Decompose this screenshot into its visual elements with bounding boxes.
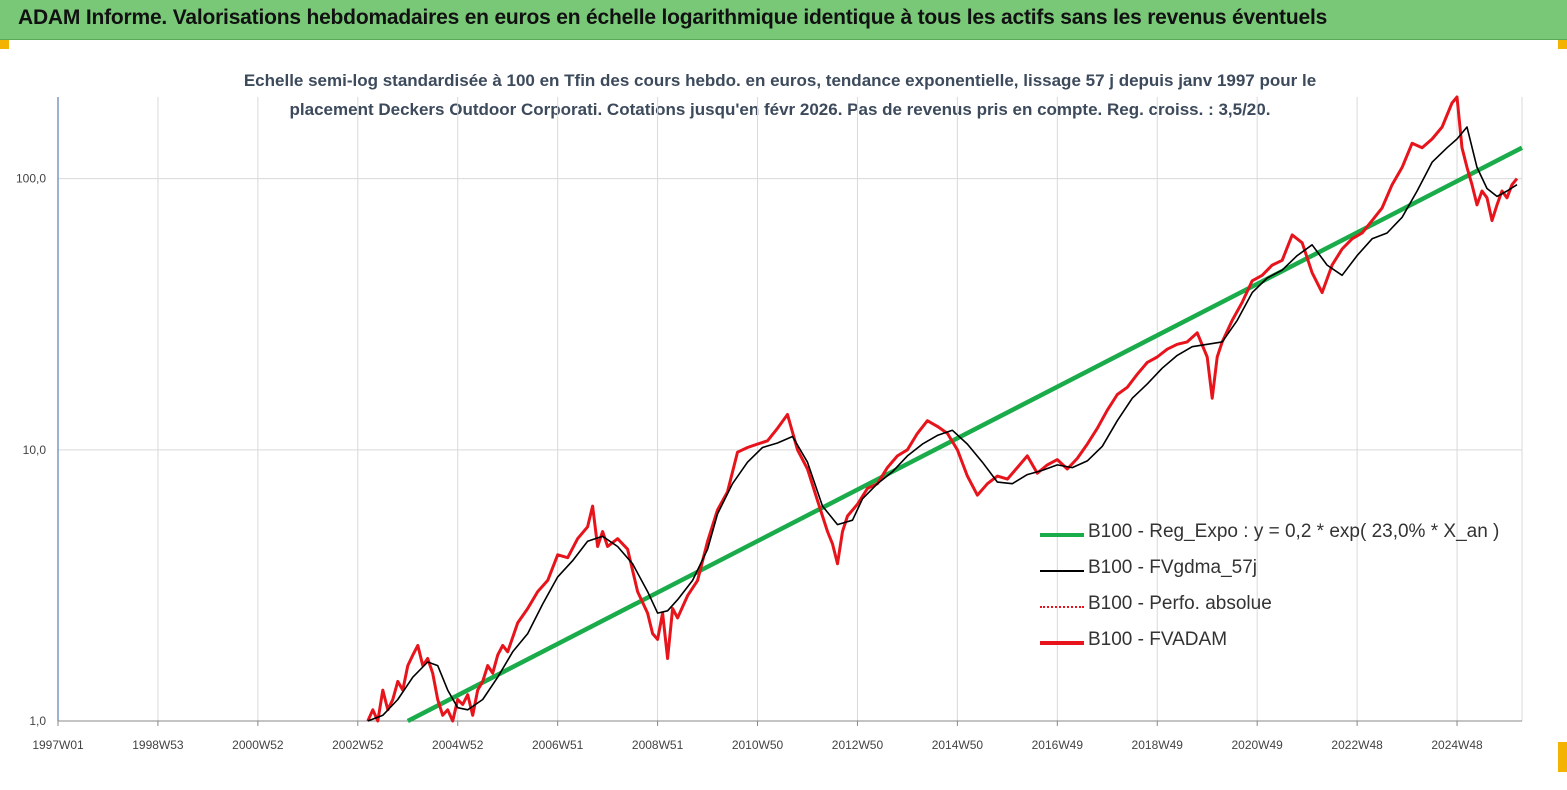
y-tick-label: 1,0 — [29, 714, 46, 728]
legend-swatch-dotted-red — [1040, 606, 1084, 608]
legend-swatch-black — [1040, 570, 1084, 572]
x-tick-label: 2018W49 — [1132, 738, 1184, 752]
subtitle-line-1: Echelle semi-log standardisée à 100 en T… — [243, 71, 1317, 90]
x-tick-label: 2016W49 — [1032, 738, 1084, 752]
legend-item-perfo: B100 - Perfo. absolue — [1040, 590, 1500, 626]
corner-marker-top-left — [0, 40, 9, 49]
x-tick-label: 2020W49 — [1231, 738, 1283, 752]
tick-label-layer: 1997W01 1998W53 2000W52 2002W52 2004W52 2006W… — [16, 172, 1483, 752]
x-tick-label: 1997W01 — [32, 738, 84, 752]
series-line-thin-black — [367, 126, 1518, 722]
legend-swatch-red — [1040, 641, 1084, 645]
series-layer — [366, 95, 1524, 724]
chart-subtitle: Echelle semi-log standardisée à 100 en T… — [160, 66, 1400, 124]
chart-legend: B100 - Reg_Expo : y = 0,2 * exp( 23,0% *… — [1040, 518, 1500, 662]
series-line-thick-green — [406, 145, 1524, 724]
legend-item-fvadam: B100 - FVADAM — [1040, 626, 1500, 662]
corner-marker-top-right — [1558, 40, 1567, 49]
legend-label: B100 - FVgdma_57j — [1088, 557, 1257, 578]
page-title: ADAM Informe. Valorisations hebdomadaire… — [18, 6, 1328, 29]
corner-marker-bottom-right — [1558, 742, 1567, 772]
x-tick-label: 2002W52 — [332, 738, 384, 752]
x-tick-label: 2004W52 — [432, 738, 484, 752]
x-tick-label: 2012W50 — [832, 738, 884, 752]
x-tick-label: 1998W53 — [132, 738, 184, 752]
subtitle-line-2: placement Deckers Outdoor Corporati. Cot… — [289, 100, 1271, 119]
title-bar: ADAM Informe. Valorisations hebdomadaire… — [0, 0, 1567, 40]
x-tick-label: 2014W50 — [932, 738, 984, 752]
legend-item-reg-expo: B100 - Reg_Expo : y = 0,2 * exp( 23,0% *… — [1040, 518, 1500, 554]
x-tick-label: 2000W52 — [232, 738, 284, 752]
x-tick-label: 2006W51 — [532, 738, 584, 752]
x-tick-label: 2008W51 — [632, 738, 684, 752]
legend-item-fvgdma: B100 - FVgdma_57j — [1040, 554, 1500, 590]
y-tick-label: 10,0 — [23, 443, 47, 457]
legend-swatch-green — [1040, 533, 1084, 537]
axis-layer — [57, 97, 1522, 726]
x-tick-label: 2024W48 — [1431, 738, 1483, 752]
x-tick-label: 2010W50 — [732, 738, 784, 752]
legend-label: B100 - FVADAM — [1088, 629, 1228, 650]
y-tick-label: 100,0 — [16, 172, 46, 186]
legend-label: B100 - Reg_Expo : y = 0,2 * exp( 23,0% *… — [1088, 521, 1500, 542]
x-tick-label: 2022W48 — [1331, 738, 1383, 752]
legend-label: B100 - Perfo. absolue — [1088, 593, 1272, 614]
